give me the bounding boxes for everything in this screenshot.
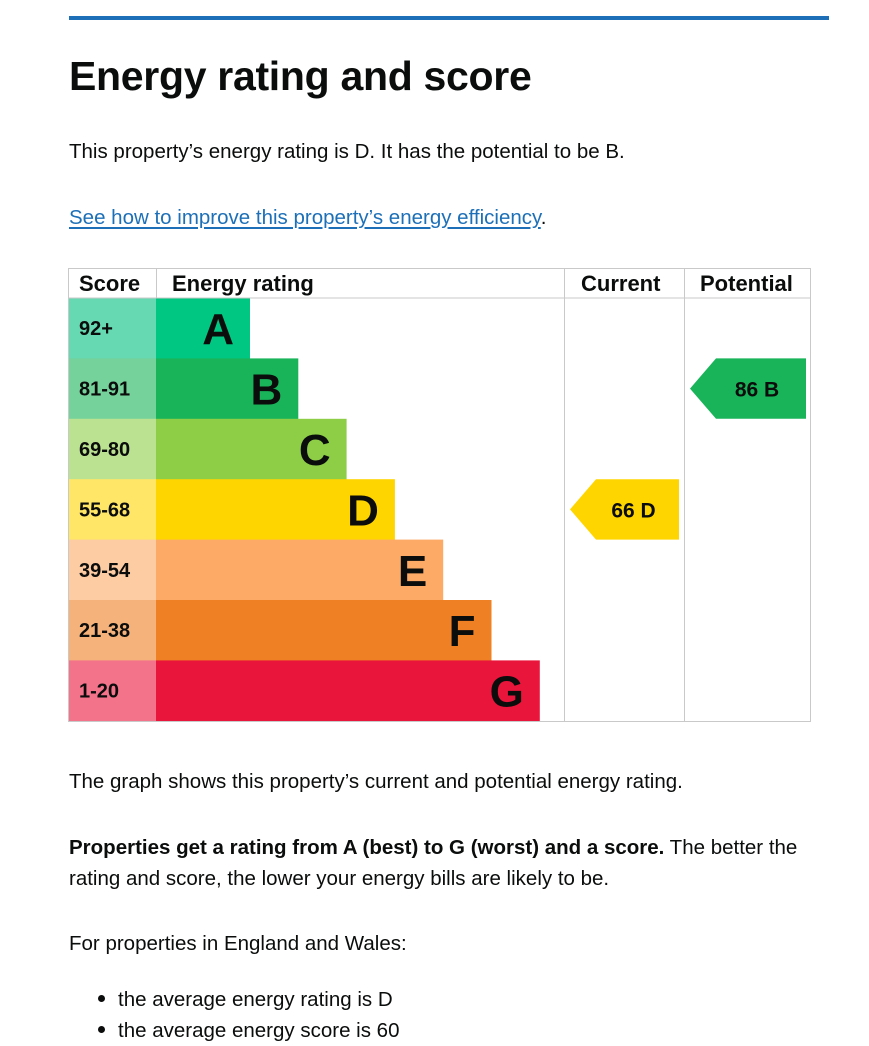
score-label-d: 55-68 (79, 499, 130, 521)
page-title: Energy rating and score (69, 53, 532, 99)
band-bar-f (156, 600, 492, 661)
average-list: the average energy rating is D the avera… (69, 984, 399, 1046)
improve-link-suffix: . (540, 206, 547, 229)
score-label-b: 81-91 (79, 379, 130, 401)
band-letter-g: G (490, 668, 524, 717)
band-bar-b (156, 358, 299, 420)
score-label-f: 21-38 (79, 620, 130, 642)
band-bar-d (156, 479, 395, 541)
band-letter-d: D (347, 486, 379, 535)
energy-rating-graph: Score Energy rating Current Potential 92+ A 81… (68, 268, 811, 722)
score-cell-f (68, 600, 156, 661)
score-label-e: 39-54 (79, 560, 131, 582)
score-cell-d (68, 479, 156, 541)
score-label-c: 69-80 (79, 439, 130, 461)
band-letter-c: C (299, 426, 331, 475)
band-letter-a: A (202, 305, 234, 354)
header-energy-rating: Energy rating (172, 271, 314, 296)
rating-scale-bold: Properties get a rating from A (best) to… (69, 836, 665, 859)
potential-label: 86 B (735, 379, 779, 402)
score-cell-c (68, 418, 156, 480)
score-cell-e (68, 539, 156, 601)
rating-summary: This property’s energy rating is D. It h… (69, 140, 625, 163)
score-cell-b (68, 358, 156, 420)
current-arrow (570, 479, 679, 540)
list-item: the average energy score is 60 (69, 1015, 399, 1046)
band-bar-c (156, 418, 347, 480)
top-rule (69, 16, 829, 20)
band-bar-e (156, 539, 444, 601)
list-item: the average energy rating is D (69, 984, 399, 1015)
header-score: Score (79, 271, 140, 296)
rating-scale-rest: The better the rating and score, the low… (69, 836, 798, 890)
band-letter-f: F (449, 607, 476, 656)
band-bar-a (156, 298, 250, 359)
score-cell-a (68, 298, 156, 359)
band-letter-e: E (398, 547, 427, 596)
energy-rating-chart: Score Energy rating Current Potential 92+ A 81… (68, 268, 811, 722)
band-bar-g (156, 660, 540, 722)
score-cell-g (68, 660, 156, 722)
header-potential: Potential (700, 271, 793, 296)
improve-line: See how to improve this property’s energ… (69, 202, 829, 233)
country-intro: For properties in England and Wales: (69, 932, 407, 955)
score-label-g: 1-20 (79, 681, 119, 703)
improve-efficiency-link[interactable]: See how to improve this property’s energ… (69, 206, 541, 229)
score-label-a: 92+ (79, 318, 113, 340)
rating-scale-description: Properties get a rating from A (best) to… (69, 832, 829, 894)
graph-description: The graph shows this property’s current … (69, 770, 683, 793)
current-label: 66 D (611, 499, 655, 522)
band-letter-b: B (251, 366, 283, 415)
potential-arrow (690, 358, 806, 419)
header-current: Current (581, 271, 661, 296)
chart-border (68, 268, 811, 722)
